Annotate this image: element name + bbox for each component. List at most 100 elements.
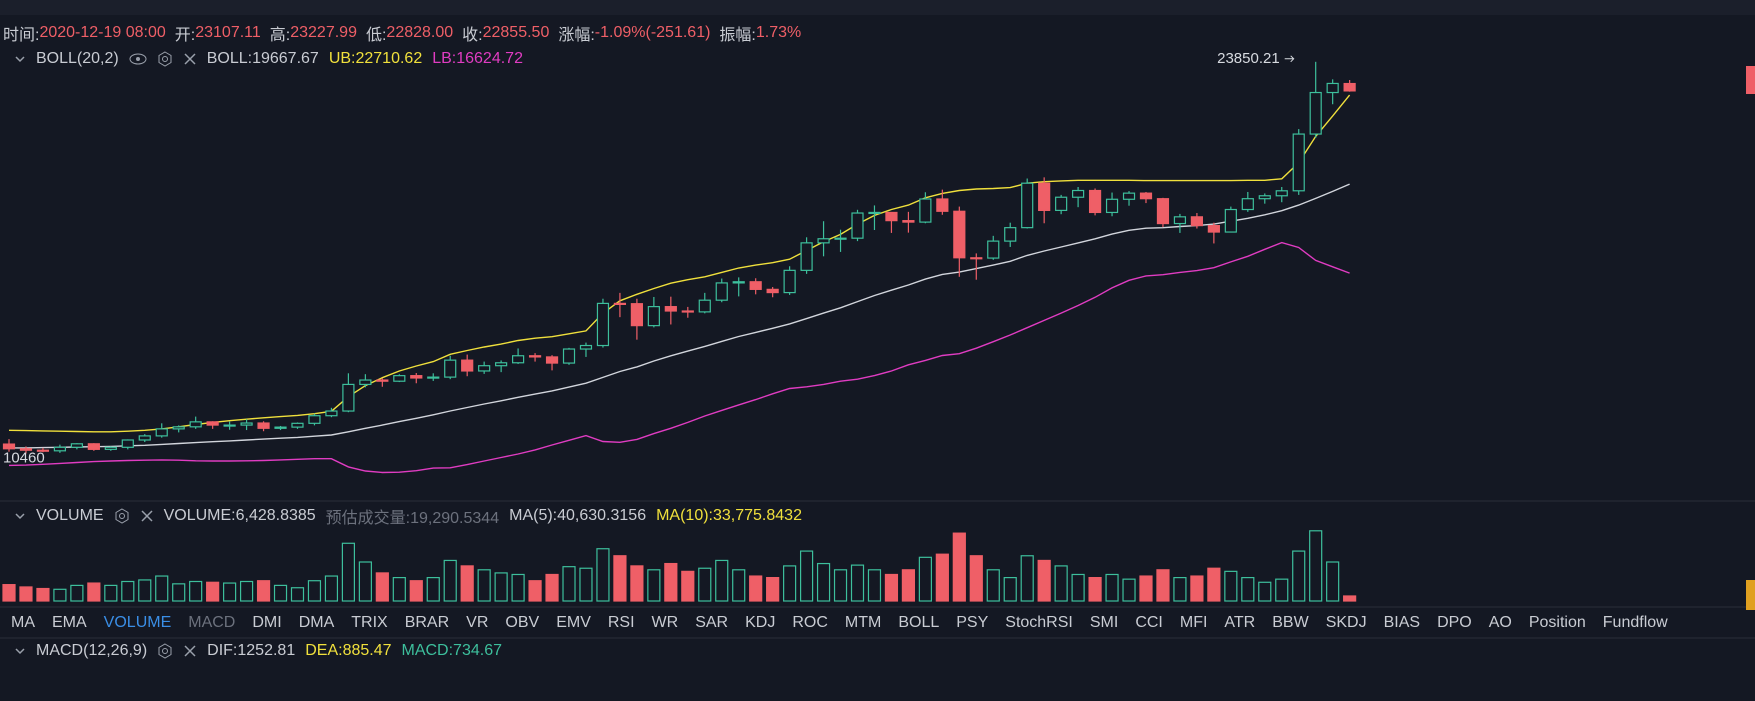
close-icon[interactable] [183,52,197,66]
volume-bar [36,587,50,602]
indicator-tab[interactable]: DMI [252,614,282,631]
legend-name: MACD(12,26,9) [36,642,148,659]
candle-body [19,448,33,451]
indicator-tab[interactable]: BIAS [1383,614,1421,631]
ma10-value: MA(10):33,775.8432 [656,507,802,524]
volume-bar [189,580,203,602]
volume-bar [1224,570,1238,602]
candle-body [1224,208,1237,233]
volume-bar [850,564,865,602]
indicator-tab[interactable]: DMA [298,614,335,631]
indicator-tab[interactable]: Fundflow [1602,614,1668,631]
candle-body [325,410,338,417]
volume-bar [307,580,322,602]
indicator-tab[interactable]: EMV [556,614,591,631]
indicator-tab[interactable]: AO [1488,614,1512,631]
indicator-tab[interactable]: MACD [188,614,236,631]
settings-icon[interactable] [114,508,130,524]
collapse-icon[interactable] [14,510,26,522]
indicator-tab[interactable]: MTM [844,614,882,631]
indicator-tab[interactable]: SAR [695,614,729,631]
candle-body [868,211,881,215]
candle-body [1105,198,1119,214]
volume-bar [1326,561,1340,602]
volume-bar [1003,576,1017,602]
volume-bar [392,576,406,602]
collapse-icon[interactable] [14,53,26,65]
indicator-tab[interactable]: VOLUME [103,614,172,631]
volume-bar [647,569,661,602]
indicator-tab[interactable]: MFI [1179,614,1208,631]
volume-bar [969,555,983,602]
candle-body [664,306,677,312]
indicator-tab[interactable]: ATR [1224,614,1256,631]
volume-bar [664,562,678,602]
candle-body [87,443,100,450]
volume-bar [2,584,16,602]
volume-bar [273,584,288,602]
candle-body [766,288,779,294]
indicator-tab[interactable]: KDJ [745,614,776,631]
close-icon[interactable] [183,644,197,658]
volume-bar [1173,576,1187,602]
candle-body [1241,198,1254,211]
indicator-tab[interactable]: BBW [1272,614,1309,631]
candle-body [732,281,745,284]
candle-body [138,435,151,441]
indicator-tab[interactable]: Position [1528,614,1586,631]
volume-bar [545,573,559,602]
volume-bar [172,583,186,602]
dif-value: DIF:1252.81 [207,642,296,659]
info-value: 1.73% [755,24,802,41]
settings-icon[interactable] [157,51,173,67]
volume-value: VOLUME:6,428.8385 [163,507,316,524]
candle-body [698,299,711,313]
indicator-tab[interactable]: BRAR [404,614,450,631]
indicator-tab[interactable]: CCI [1135,614,1163,631]
candle-body [715,282,728,301]
indicator-tab[interactable]: EMA [52,614,87,631]
volume-bar [1275,578,1289,602]
volume-bar [1156,569,1170,602]
collapse-icon[interactable] [14,645,26,657]
eye-icon[interactable] [129,52,147,66]
volume-bar [1020,555,1034,602]
indicator-tab[interactable]: WR [651,614,679,631]
volume-bar [443,559,457,602]
volume-bar [290,587,305,602]
candle-body [528,355,542,358]
indicator-tab[interactable]: OBV [505,614,540,631]
indicator-tab[interactable]: VR [466,614,489,631]
candle-body [902,220,915,223]
volume-bar [1071,573,1085,602]
indicator-tab[interactable]: StochRSI [1005,614,1073,631]
volume-bar [1309,530,1323,602]
volume-bar [867,569,882,602]
close-icon[interactable] [140,509,154,523]
candle-body [953,210,966,259]
indicator-tab[interactable]: RSI [607,614,635,631]
indicator-tab[interactable]: ROC [792,614,828,631]
indicator-tab[interactable]: SKDJ [1325,614,1367,631]
volume-bar [1258,581,1272,602]
candle-body [749,281,762,290]
candle-body [2,443,16,450]
volume-bar [121,580,135,602]
indicator-tab[interactable]: TRIX [351,614,388,631]
candle-body [36,449,50,452]
candle-body [970,257,983,260]
indicator-tab[interactable]: PSY [956,614,989,631]
indicator-tab[interactable]: BOLL [898,614,940,631]
candle-body [647,306,660,327]
indicator-tab[interactable]: SMI [1089,614,1119,631]
volume-bar [1122,578,1136,602]
candle-body [630,303,643,327]
indicator-tab[interactable]: MA [11,614,35,631]
volume-bar [358,561,372,602]
candle-body [70,443,83,448]
indicator-tab[interactable]: DPO [1437,614,1472,631]
volume-bar [1139,575,1153,602]
info-label: 低: [365,27,387,44]
settings-icon[interactable] [157,643,173,659]
candle-body [1309,91,1322,135]
